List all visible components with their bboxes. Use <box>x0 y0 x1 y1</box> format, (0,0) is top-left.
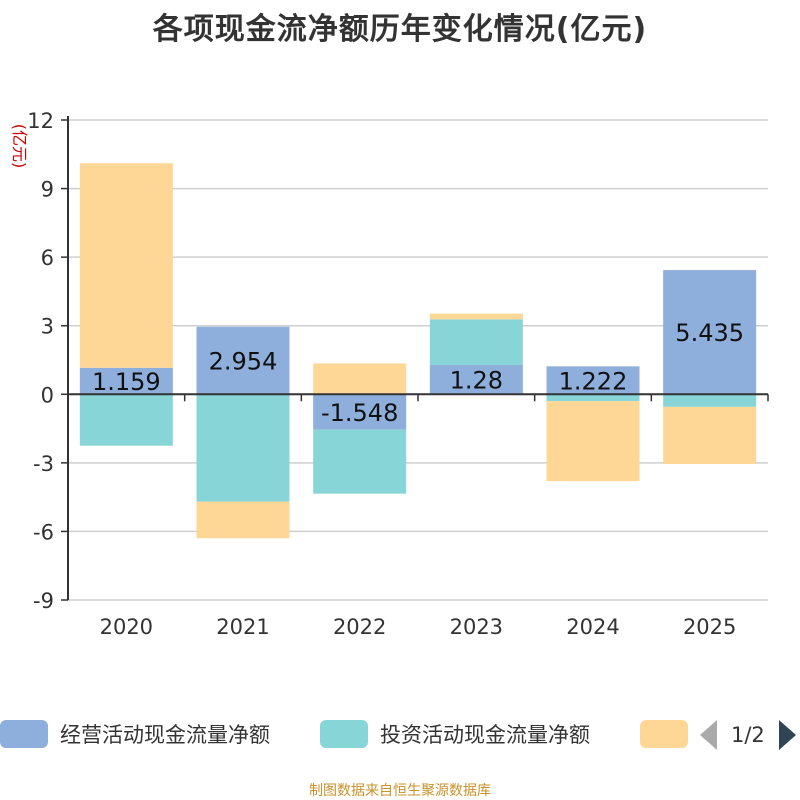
data-source-note: 制图数据来自恒生聚源数据库 <box>309 783 491 799</box>
y-tick-label: -9 <box>33 589 54 613</box>
chart-title: 各项现金流净额历年变化情况(亿元) <box>152 12 648 47</box>
y-tick-label: -6 <box>33 520 54 544</box>
bar-3-2023[interactable] <box>429 313 523 320</box>
y-tick-label: 3 <box>41 315 54 339</box>
bar-2-2021[interactable] <box>196 394 290 502</box>
bar-3-2024[interactable] <box>546 401 640 482</box>
x-tick-label: 2025 <box>683 615 736 639</box>
legend-item-operating[interactable]: 经营活动现金流量净额 <box>0 716 270 752</box>
legend-item-third[interactable] <box>640 716 700 752</box>
x-tick-label: 2024 <box>566 615 619 639</box>
data-label-2022: -1.548 <box>321 399 398 427</box>
data-label-2021: 2.954 <box>209 348 278 376</box>
bar-3-2020[interactable] <box>79 163 173 368</box>
bar-2-2020[interactable] <box>79 394 173 446</box>
x-tick-label: 2022 <box>333 615 386 639</box>
bar-2-2022[interactable] <box>313 429 407 494</box>
bar-1-2022[interactable] <box>313 394 407 430</box>
y-tick-label: -3 <box>33 452 54 476</box>
legend-label-operating: 经营活动现金流量净额 <box>60 723 270 747</box>
y-tick-label: 0 <box>41 383 54 407</box>
bar-2-2023[interactable] <box>429 319 523 366</box>
bar-1-2025[interactable] <box>663 270 757 395</box>
bar-1-2021[interactable] <box>196 326 290 395</box>
bar-2-2025[interactable] <box>663 394 757 407</box>
y-axis-title: (亿元) <box>10 124 29 169</box>
data-label-2020: 1.159 <box>92 368 161 396</box>
legend-item-investing[interactable]: 投资活动现金流量净额 <box>320 716 590 752</box>
bar-3-2021[interactable] <box>196 501 290 539</box>
data-label-2025: 5.435 <box>675 319 744 347</box>
legend-swatch-investing <box>320 720 368 748</box>
legend-pager: 1/2 <box>700 718 796 752</box>
legend-page-indicator: 1/2 <box>731 723 765 747</box>
legend: 经营活动现金流量净额 投资活动现金流量净额 <box>0 716 800 756</box>
y-tick-label: 6 <box>41 246 54 270</box>
bar-1-2020[interactable] <box>79 367 173 395</box>
bar-1-2023[interactable] <box>429 365 523 395</box>
bar-1-2024[interactable] <box>546 366 640 395</box>
bars <box>79 163 757 539</box>
legend-swatch-operating <box>0 720 48 748</box>
bar-2-2024[interactable] <box>546 394 640 402</box>
grid-lines <box>68 119 768 601</box>
legend-prev-arrow-icon[interactable] <box>700 720 717 750</box>
x-tick-label: 2021 <box>216 615 269 639</box>
x-tick-label: 2023 <box>450 615 503 639</box>
data-label-2023: 1.28 <box>450 367 503 395</box>
axes: 12 9 6 3 0 -3 -6 -9 2020 2021 2022 2023 2024 2025 <box>27 109 769 639</box>
y-tick-label: 9 <box>41 178 54 202</box>
stacked-bar-chart: 12 9 6 3 0 -3 -6 -9 2020 2021 2022 2023 2024 2025 1.1… <box>10 109 769 639</box>
legend-label-investing: 投资活动现金流量净额 <box>380 723 590 747</box>
bar-3-2022[interactable] <box>313 363 407 395</box>
legend-swatch-third <box>640 720 688 748</box>
legend-next-arrow-icon[interactable] <box>778 720 796 750</box>
data-label-2024: 1.222 <box>559 367 628 395</box>
bar-3-2025[interactable] <box>663 406 757 464</box>
data-labels: 1.159 2.954 -1.548 1.28 1.222 5.435 <box>92 319 744 427</box>
y-tick-label: 12 <box>27 109 54 133</box>
x-tick-label: 2020 <box>100 615 153 639</box>
